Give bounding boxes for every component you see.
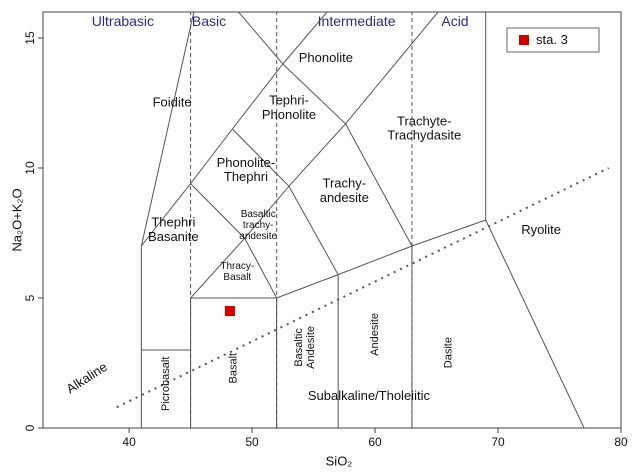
field-label: trachy- <box>243 220 274 231</box>
field-boundary <box>237 12 284 65</box>
field-label: Trachyte- <box>397 113 451 128</box>
x-tick-label: 50 <box>245 435 259 449</box>
x-tick-label: 40 <box>122 435 136 449</box>
field-label: Phonolite- <box>217 155 276 170</box>
legend-label: sta. 3 <box>536 32 568 47</box>
field-label: Trachy- <box>323 176 367 191</box>
field-label: Basaltic <box>241 209 276 220</box>
field-label: Picrobasalt <box>160 357 172 411</box>
y-tick-label: 5 <box>23 294 37 301</box>
y-tick-label: 15 <box>23 31 37 45</box>
group-label: Acid <box>441 13 468 29</box>
field-boundary <box>190 183 339 275</box>
field-label: Andesite <box>369 313 381 356</box>
x-tick-label: 60 <box>368 435 382 449</box>
field-boundary <box>282 12 328 65</box>
x-axis-label: SiO₂ <box>326 453 353 468</box>
field-label: Subalkaline/Tholeiitic <box>308 388 431 403</box>
field-boundary <box>140 12 195 247</box>
field-boundaries <box>116 12 610 428</box>
legend-swatch <box>519 35 529 45</box>
field-label: andesite <box>320 190 369 205</box>
field-label: Thracy- <box>220 261 254 272</box>
field-boundary <box>232 123 346 187</box>
field-label: Foidite <box>153 94 192 109</box>
field-label: Thephri <box>224 169 268 184</box>
field-label: Basalt <box>223 272 251 283</box>
field-label: Tephri- <box>269 92 309 107</box>
field-label: Thephri <box>151 215 195 230</box>
field-label: andesite <box>239 231 277 242</box>
y-axis-label: Na₂O+K₂O <box>9 188 24 251</box>
x-tick-label: 70 <box>491 435 505 449</box>
field-label: Phonolite <box>262 107 316 122</box>
y-tick-label: 0 <box>23 424 37 431</box>
field-label: Basalt <box>228 353 240 384</box>
field-label: Basaltic <box>293 328 305 367</box>
field-label: Dasite <box>443 337 455 368</box>
field-label: Basanite <box>148 229 199 244</box>
field-label: Alkaline <box>64 359 110 396</box>
group-label: Basic <box>192 13 226 29</box>
field-boundary <box>140 63 413 428</box>
alkaline-divider <box>116 167 610 409</box>
field-label: Ryolite <box>521 222 561 237</box>
field-boundary <box>345 12 439 125</box>
data-point <box>224 306 235 316</box>
field-label: Trachydasite <box>387 128 461 143</box>
plot-frame <box>42 11 622 429</box>
group-label: Ultrabasic <box>92 13 154 29</box>
field-label: Andesite <box>305 326 317 369</box>
y-tick-label: 10 <box>23 161 37 175</box>
field-label: Phonolite <box>299 50 353 65</box>
group-label: Intermediate <box>318 13 396 29</box>
x-tick-label: 80 <box>614 435 628 449</box>
